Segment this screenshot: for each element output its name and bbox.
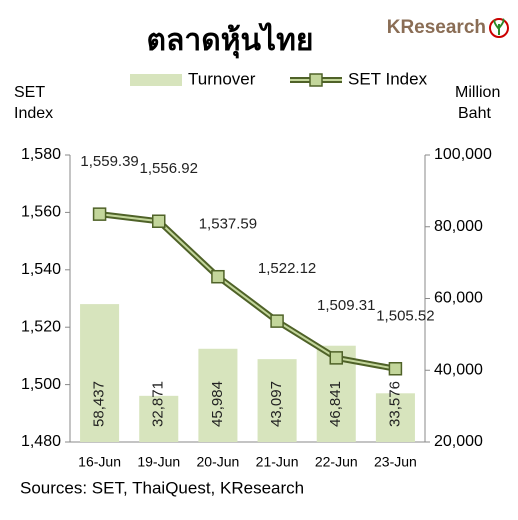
y2-tick-label: 100,000 [434,146,492,163]
marker [329,351,343,365]
logo: KResearch [387,17,486,38]
marker [211,269,225,284]
x-tick-label: 23-Jun [374,454,417,470]
marker [92,207,107,221]
bar [257,359,297,442]
x-tick-label: 20-Jun [197,454,240,470]
y2-axis-label: Million [455,84,500,101]
point-value-label: 1,559.39 [80,153,138,170]
point-value-label: 1,556.92 [140,160,198,177]
bar-value-label: 43,097 [268,381,285,427]
bar [80,304,120,442]
bar [375,393,415,442]
bar-value-label: 33,576 [386,381,403,427]
x-tick-label: 21-Jun [256,454,299,470]
y-axis-label: Index [14,105,53,122]
y2-tick-label: 80,000 [434,218,483,235]
y-axis-label: SET [14,84,45,101]
bar-value-label: 32,871 [150,381,167,427]
x-tick-label: 16-Jun [78,454,121,470]
y2-tick-label: 40,000 [434,361,483,378]
point-value-label: 1,522.12 [258,260,316,277]
bar [198,348,238,442]
point-value-label: 1,537.59 [199,216,257,233]
bar-value-label: 45,984 [209,381,226,427]
legend-swatch [130,74,182,86]
bar [139,395,179,442]
x-tick-label: 19-Jun [137,454,180,470]
chart-title: ตลาดหุ้นไทย [147,22,314,59]
bar-value-label: 58,437 [91,381,108,427]
y2-tick-label: 60,000 [434,290,483,307]
line [99,213,396,370]
marker [388,362,403,376]
point-value-label: 1,509.31 [317,297,375,314]
y2-axis-label: Baht [458,105,491,122]
legend-label: Turnover [188,69,256,88]
marker [270,314,284,328]
marker [152,214,166,228]
x-tick-label: 22-Jun [315,454,358,470]
line-outline [99,211,396,372]
y-tick-label: 1,480 [21,433,61,450]
logo-leaf [493,18,505,35]
y-tick-label: 1,520 [21,318,61,335]
legend-label: SET Index [348,69,428,88]
bar-value-label: 46,841 [327,381,344,427]
y-tick-label: 1,580 [21,146,61,163]
point-value-label: 1,505.52 [376,308,434,325]
y-tick-label: 1,500 [21,376,61,393]
y-tick-label: 1,560 [21,204,61,221]
legend-marker [309,73,323,87]
logo-emblem [489,18,509,38]
source: Sources: SET, ThaiQuest, KResearch [20,478,304,497]
y-tick-label: 1,540 [21,261,61,278]
y2-tick-label: 20,000 [434,433,483,450]
